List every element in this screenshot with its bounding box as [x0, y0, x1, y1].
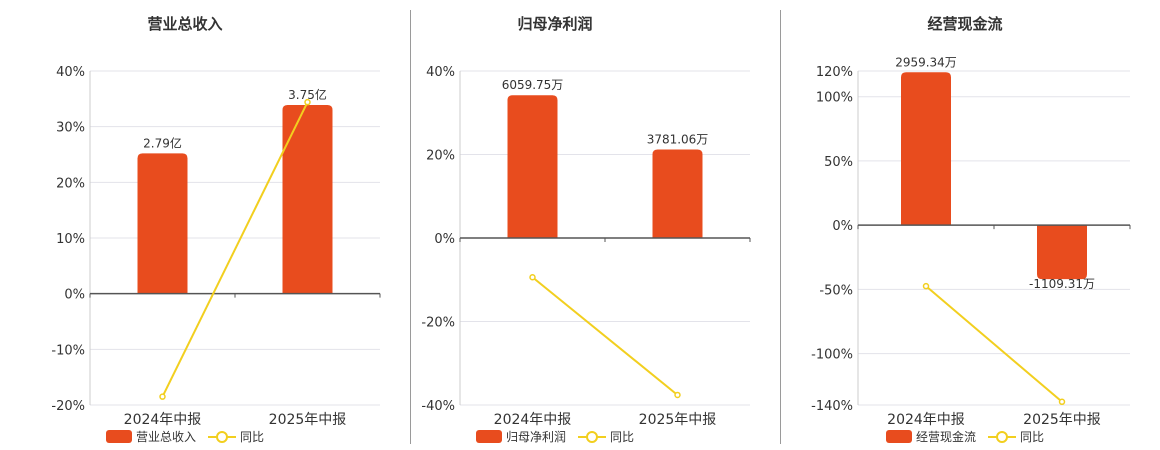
revenue-chart-panel: 营业总收入 40% 30% 20% 10% 0% -10% -20% 2.79亿 3.75亿 20… [0, 0, 381, 450]
y-tick-label: -100% [811, 348, 853, 363]
legend-bar-swatch [885, 430, 912, 443]
bar [652, 149, 703, 238]
y-tick-label: 20% [426, 149, 455, 164]
y-tick-label: -50% [819, 283, 853, 298]
y-tick-label: 40% [426, 65, 455, 80]
cash-flow-chart: 120% 100% 50% 0% -50% -100% -140% 2959.34万 -1109… [811, 55, 1131, 428]
y-tick-label: 20% [56, 176, 85, 191]
yoy-line [161, 101, 309, 398]
y-tick-label: 40% [56, 65, 85, 80]
legend-line-swatch [988, 430, 1016, 444]
legend-item-line[interactable]: 同比 [208, 428, 264, 445]
legend: 营业总收入 同比 [0, 428, 370, 445]
cash-flow-chart-panel: 经营现金流 120% 100% 50% 0% -50% -100% -140% 2959.34… [780, 0, 1150, 450]
bar-value-label: 3781.06万 [647, 132, 709, 146]
legend-line-label: 同比 [240, 430, 265, 444]
legend-line-label: 同比 [1020, 430, 1045, 444]
y-tick-label: 120% [816, 65, 853, 80]
legend-item-bar[interactable]: 归母净利润 [475, 428, 566, 445]
yoy-point [304, 98, 311, 106]
y-tick-label: 0% [434, 232, 455, 247]
y-tick-label: -20% [51, 399, 85, 414]
legend-line-label: 同比 [610, 430, 635, 444]
legend-line-swatch [208, 430, 236, 444]
legend-bar-swatch [105, 430, 132, 443]
x-tick-label: 2025年中报 [1023, 412, 1101, 428]
legend-item-bar[interactable]: 营业总收入 [105, 428, 196, 445]
yoy-point [1058, 398, 1066, 406]
bar [1037, 225, 1087, 280]
legend-item-line[interactable]: 同比 [578, 428, 634, 445]
chart-title: 归母净利润 [517, 15, 593, 33]
net-profit-chart: 40% 20% 0% -20% -40% 6059.75万 3781.06万 2024年中报 2… [421, 65, 751, 428]
chart-title: 营业总收入 [147, 15, 223, 33]
chart-title: 经营现金流 [927, 15, 1003, 33]
y-tick-label: -20% [421, 316, 455, 331]
y-tick-label: 0% [832, 219, 853, 234]
yoy-point [922, 282, 930, 290]
y-tick-label: -40% [421, 399, 455, 414]
panel-divider [780, 10, 781, 444]
x-tick-label: 2024年中报 [494, 412, 572, 428]
legend-bar-label: 经营现金流 [915, 430, 976, 444]
yoy-point [674, 391, 681, 399]
y-tick-label: 100% [816, 91, 853, 106]
yoy-point [529, 273, 536, 281]
y-tick-label: 10% [56, 232, 85, 247]
legend: 经营现金流 同比 [780, 428, 1150, 445]
y-tick-label: -10% [51, 343, 85, 358]
net-profit-chart-panel: 归母净利润 40% 20% 0% -20% -40% 6059.75万 3781.06万 20… [370, 0, 751, 450]
y-tick-label: 0% [64, 288, 85, 303]
legend-bar-label: 营业总收入 [135, 430, 196, 444]
bar [282, 104, 333, 294]
bar [137, 153, 188, 294]
yoy-point [159, 393, 166, 400]
legend-bar-swatch [475, 430, 502, 443]
legend-item-bar[interactable]: 经营现金流 [885, 428, 976, 445]
legend-bar-label: 归母净利润 [505, 430, 566, 444]
bar-value-label: -1109.31万 [1029, 277, 1095, 291]
yoy-line [925, 285, 1063, 403]
legend: 归母净利润 同比 [370, 428, 740, 445]
yoy-line [531, 276, 679, 396]
y-tick-label: 30% [56, 121, 85, 136]
bar-value-label: 2959.34万 [895, 55, 957, 69]
y-tick-label: 50% [824, 155, 853, 170]
x-tick-label: 2024年中报 [124, 412, 202, 428]
bar-value-label: 2.79亿 [143, 135, 182, 150]
legend-line-swatch [578, 430, 606, 444]
bar [507, 95, 558, 238]
x-tick-label: 2024年中报 [887, 412, 965, 428]
panel-divider [410, 10, 411, 444]
legend-item-line[interactable]: 同比 [988, 428, 1044, 445]
y-tick-label: -140% [811, 399, 853, 414]
bar-value-label: 3.75亿 [288, 87, 327, 102]
x-tick-label: 2025年中报 [269, 412, 347, 428]
revenue-chart: 40% 30% 20% 10% 0% -10% -20% 2.79亿 3.75亿 2024年中报 2… [51, 65, 381, 428]
bar [901, 72, 951, 226]
bar-value-label: 6059.75万 [502, 78, 564, 92]
x-tick-label: 2025年中报 [639, 412, 717, 428]
